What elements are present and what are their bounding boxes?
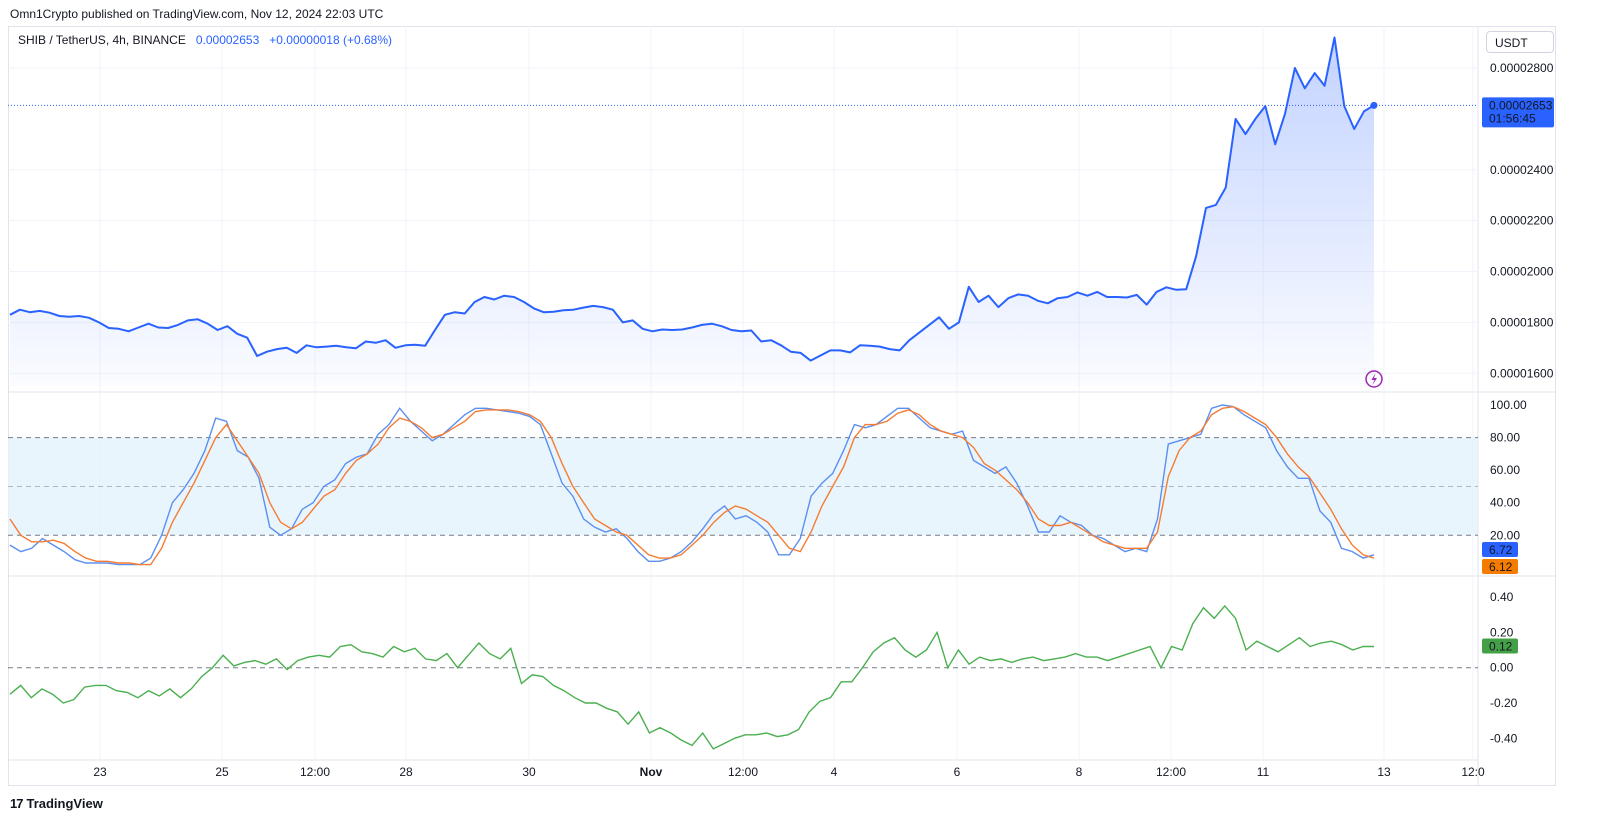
osc-value-badge (1482, 638, 1518, 654)
last-price-dot (1370, 101, 1378, 109)
price-tick-label: 0.00002800 (1490, 61, 1554, 75)
x-tick-label: 23 (93, 765, 107, 779)
tradingview-logo-icon: 17 (10, 796, 24, 811)
price-tick-label: 0.00002000 (1490, 265, 1554, 279)
chart-frame (8, 26, 1556, 786)
price-tick-label: 0.00001800 (1490, 315, 1554, 329)
x-tick-label: 12:00 (1156, 765, 1186, 779)
symbol-legend: SHIB / TetherUS, 4h, BINANCE 0.00002653 … (18, 33, 392, 47)
last-price-label: 0.00002653 (1489, 98, 1553, 112)
x-tick-label: Nov (640, 765, 663, 779)
x-tick-label: 13 (1377, 765, 1391, 779)
x-tick-label: 6 (954, 765, 961, 779)
countdown-label: 01:56:45 (1489, 111, 1536, 125)
tradingview-logo-text: TradingView (26, 796, 103, 811)
tradingview-logo[interactable]: 17 TradingView (10, 796, 103, 811)
stoch-value-badge (1482, 559, 1518, 574)
price-tick-label: 0.00002400 (1490, 163, 1554, 177)
stoch-tick-label: 40.00 (1490, 496, 1520, 510)
lightning-icon-bolt (1371, 373, 1377, 385)
osc-tick-label: 0.20 (1490, 625, 1514, 639)
stoch-value-label: 6.72 (1489, 543, 1513, 557)
price-line (9, 36, 1375, 362)
x-tick-label: 12:0 (1461, 765, 1485, 779)
stoch-d-line (9, 405, 1375, 566)
x-tick-label: 4 (831, 765, 838, 779)
last-price-badge (1482, 97, 1554, 128)
osc-value-label: 0.12 (1489, 640, 1513, 654)
price-tick-label: 0.00002200 (1490, 214, 1554, 228)
stoch-tick-label: 80.00 (1490, 431, 1520, 445)
stoch-k-line (9, 404, 1375, 566)
stoch-tick-label: 20.00 (1490, 528, 1520, 542)
currency-selector[interactable]: USDT (1486, 31, 1554, 53)
x-tick-label: 8 (1076, 765, 1083, 779)
lightning-icon (1365, 370, 1383, 388)
x-tick-label: 12:00 (300, 765, 330, 779)
osc-tick-label: -0.20 (1490, 696, 1518, 710)
osc-tick-label: 0.40 (1490, 590, 1514, 604)
stoch-value-badge (1482, 542, 1518, 557)
price-tick-label: 0.00001600 (1490, 366, 1554, 380)
x-tick-label: 25 (215, 765, 229, 779)
osc-tick-label: -0.40 (1490, 731, 1518, 745)
x-tick-label: 12:00 (728, 765, 758, 779)
osc-tick-label: 0.00 (1490, 661, 1514, 675)
publisher-caption: Omn1Crypto published on TradingView.com,… (10, 7, 384, 21)
price-area-fill (10, 37, 1374, 386)
stoch-value-label: 6.12 (1489, 560, 1513, 574)
osc-line (9, 604, 1374, 750)
x-tick-label: 11 (1257, 765, 1270, 779)
x-tick-label: 30 (522, 765, 536, 779)
stoch-tick-label: 60.00 (1490, 463, 1520, 477)
price-value: 0.00002653 (195, 33, 260, 47)
x-tick-label: 28 (399, 765, 413, 779)
symbol-title[interactable]: SHIB / TetherUS, 4h, BINANCE (18, 33, 186, 47)
price-change: +0.00000018 (+0.68%) (269, 33, 393, 47)
stoch-tick-label: 100.00 (1490, 398, 1527, 412)
